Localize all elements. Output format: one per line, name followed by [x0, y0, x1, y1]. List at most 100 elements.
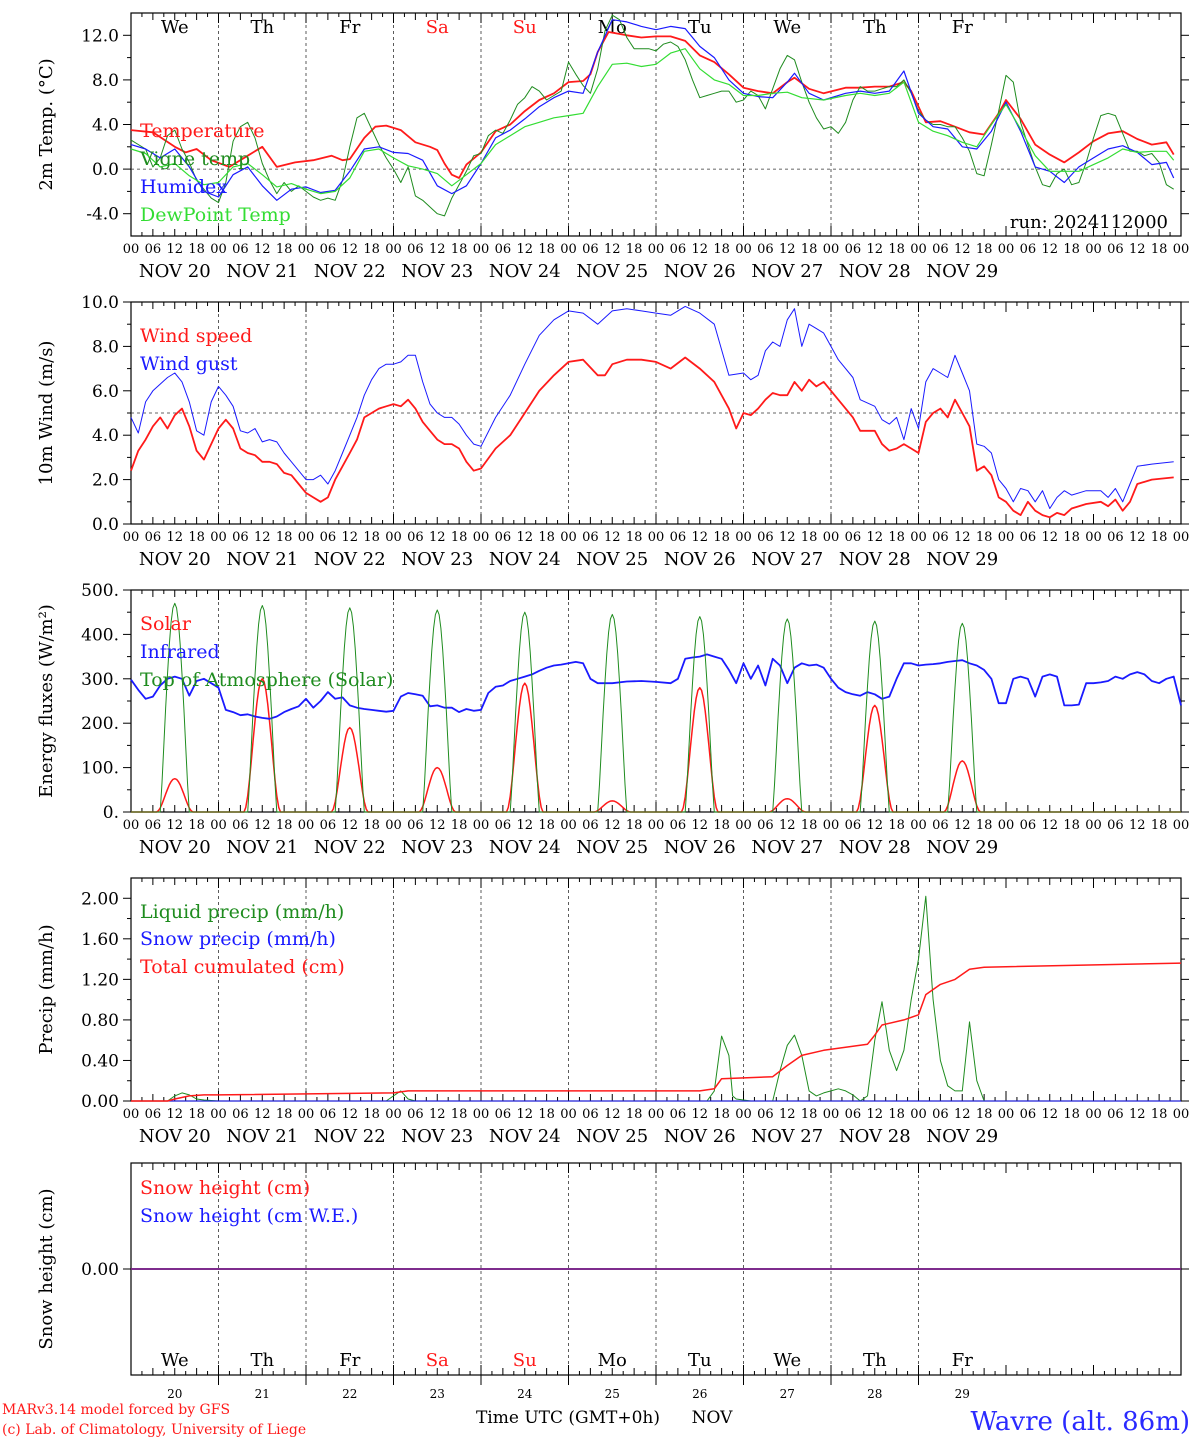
y-tick-label: 100. [81, 759, 119, 779]
date-label: NOV 27 [751, 261, 823, 282]
hour-tick-label: 06 [1107, 242, 1124, 257]
hour-tick-label: 06 [407, 1107, 424, 1122]
hour-tick-label: 06 [670, 818, 687, 833]
hour-tick-label: 12 [954, 818, 971, 833]
hour-tick-label: 18 [888, 242, 905, 257]
hour-tick-label: 18 [888, 1107, 905, 1122]
hour-tick-label: 18 [801, 242, 818, 257]
hour-tick-label: 12 [691, 242, 708, 257]
hour-tick-label: 00 [998, 1107, 1015, 1122]
hour-tick-label: 18 [1151, 1107, 1168, 1122]
hour-tick-label: 06 [495, 530, 512, 545]
y-tick-label: 4.0 [92, 426, 119, 446]
day-number-label: 22 [342, 1387, 357, 1401]
hour-tick-label: 00 [1173, 530, 1190, 545]
hour-tick-label: 00 [473, 1107, 490, 1122]
hour-tick-label: 00 [910, 818, 927, 833]
hour-tick-label: 18 [188, 818, 205, 833]
bottom-day-axis: 20 21 22 23 24 25 26 27 28 29 [167, 1375, 970, 1401]
y-tick-label: 2.0 [92, 471, 119, 491]
hour-tick-label: 00 [298, 1107, 315, 1122]
hour-tick-label: 12 [954, 242, 971, 257]
hour-tick-label: 18 [801, 818, 818, 833]
panel-precip: 0.00 0.40 0.80 1.20 1.60 2.00 Precip (mm/h) 00 0… [36, 877, 1189, 1147]
legend-entry: Infrared [140, 641, 220, 663]
y-tick-label: 0.00 [81, 1092, 119, 1112]
date-label: NOV 25 [576, 837, 648, 858]
hour-tick-label: 00 [648, 1107, 665, 1122]
date-label: NOV 23 [401, 549, 473, 570]
hour-tick-label: 18 [363, 242, 380, 257]
day-number-label: 25 [605, 1387, 620, 1401]
hour-tick-label: 18 [188, 530, 205, 545]
hour-tick-label: 12 [516, 818, 533, 833]
hour-tick-label: 06 [757, 242, 774, 257]
hour-tick-label: 12 [341, 530, 358, 545]
hour-tick-label: 12 [779, 818, 796, 833]
hour-tick-label: 12 [254, 242, 271, 257]
weekday-label: Th [863, 17, 887, 38]
hour-tick-label: 06 [407, 530, 424, 545]
hour-tick-label: 00 [735, 818, 752, 833]
hour-tick-label: 00 [1085, 1107, 1102, 1122]
hour-tick-label: 12 [866, 1107, 883, 1122]
hour-tick-label: 00 [210, 242, 227, 257]
hour-tick-label: 18 [538, 1107, 555, 1122]
legend-entry: DewPoint Temp [140, 204, 291, 226]
hour-tick-label: 18 [888, 818, 905, 833]
hour-tick-label: 00 [998, 242, 1015, 257]
hour-tick-label: 12 [1129, 1107, 1146, 1122]
y-tick-label: 12.0 [81, 26, 119, 46]
hour-tick-label: 06 [145, 242, 162, 257]
hour-tick-label: 06 [582, 1107, 599, 1122]
hour-tick-label: 06 [1107, 1107, 1124, 1122]
y-tick-label: 0.40 [81, 1051, 119, 1071]
series-line-temperature [130, 31, 1175, 179]
hour-tick-label: 12 [166, 1107, 183, 1122]
y-tick-label: 4.0 [92, 116, 119, 136]
hour-tick-label: 00 [385, 242, 402, 257]
hour-tick-label: 00 [735, 1107, 752, 1122]
date-label: NOV 29 [926, 261, 998, 282]
day-number-label: 29 [955, 1387, 970, 1401]
hour-tick-label: 12 [341, 818, 358, 833]
hour-tick-label: 00 [998, 818, 1015, 833]
series-line-humidex [130, 19, 1175, 201]
hour-tick-label: 00 [1173, 818, 1190, 833]
hour-tick-label: 06 [145, 818, 162, 833]
legend-entry: Top of Atmosphere (Solar) [140, 669, 393, 691]
hour-tick-label: 00 [385, 530, 402, 545]
date-label: NOV 24 [489, 261, 561, 282]
date-label: NOV 28 [839, 1126, 911, 1147]
series-line-dewpoint-temp [130, 48, 1175, 195]
day-number-label: 27 [780, 1387, 795, 1401]
day-number-label: 26 [692, 1387, 707, 1401]
y-axis-label: Energy fluxes (W/m²) [36, 604, 57, 798]
hour-tick-label: 18 [276, 530, 293, 545]
hour-tick-label: 18 [451, 242, 468, 257]
series-line-wind-speed [130, 356, 1174, 519]
hour-tick-label: 00 [560, 242, 577, 257]
hour-tick-label: 06 [932, 1107, 949, 1122]
legend-entry: Wind gust [140, 353, 238, 375]
hour-tick-label: 06 [145, 530, 162, 545]
y-tick-label: 0.80 [81, 1011, 119, 1031]
hour-tick-label: 06 [232, 530, 249, 545]
hour-tick-label: 18 [801, 530, 818, 545]
hour-tick-label: 06 [845, 818, 862, 833]
hour-tick-label: 00 [560, 818, 577, 833]
y-tick-label: 0.0 [92, 160, 119, 180]
date-label: NOV 23 [401, 837, 473, 858]
panel-energy: 0. 100. 200. 300. 400. 500. Energy fluxes (W/m… [36, 581, 1189, 858]
hour-tick-label: 18 [1063, 530, 1080, 545]
hour-tick-label: 06 [1107, 530, 1124, 545]
hour-tick-label: 00 [735, 530, 752, 545]
hour-tick-label: 12 [254, 818, 271, 833]
weekday-label: Sa [426, 17, 449, 38]
hour-tick-label: 06 [1020, 1107, 1037, 1122]
legend-entry: Temperature [140, 120, 264, 142]
hour-tick-label: 12 [516, 530, 533, 545]
hour-tick-label: 18 [363, 818, 380, 833]
hour-tick-label: 00 [910, 242, 927, 257]
date-label: NOV 22 [314, 1126, 386, 1147]
